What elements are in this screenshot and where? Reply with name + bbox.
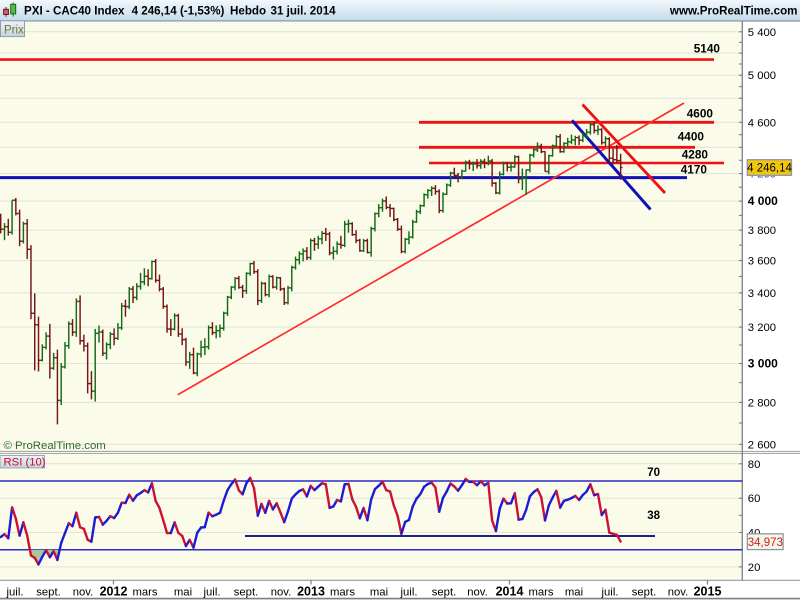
svg-text:PXI - CAC40 Index: PXI - CAC40 Index xyxy=(24,4,125,17)
svg-text:60: 60 xyxy=(748,493,761,505)
svg-text:5 400: 5 400 xyxy=(748,27,776,39)
svg-text:© ProRealTime.com: © ProRealTime.com xyxy=(4,440,106,452)
svg-text:nov.: nov. xyxy=(271,587,292,599)
svg-text:nov.: nov. xyxy=(467,587,488,599)
svg-text:3 400: 3 400 xyxy=(748,288,776,300)
svg-text:mars: mars xyxy=(132,587,157,599)
svg-text:3 000: 3 000 xyxy=(748,357,778,371)
svg-text:mai: mai xyxy=(174,587,192,599)
svg-text:sept.: sept. xyxy=(432,587,457,599)
svg-text:juil.: juil. xyxy=(203,587,221,599)
svg-text:mai: mai xyxy=(370,587,388,599)
svg-text:4600: 4600 xyxy=(687,107,714,121)
svg-text:3 200: 3 200 xyxy=(748,322,776,334)
svg-text:4 246,14: 4 246,14 xyxy=(747,163,792,175)
svg-text:sept.: sept. xyxy=(36,587,61,599)
svg-text:4 000: 4 000 xyxy=(748,194,778,208)
svg-text:juil.: juil. xyxy=(601,587,619,599)
svg-text:34,973: 34,973 xyxy=(748,537,783,549)
svg-text:3 600: 3 600 xyxy=(748,256,776,268)
svg-text:70: 70 xyxy=(647,467,660,479)
svg-text:80: 80 xyxy=(748,459,761,471)
svg-text:3 800: 3 800 xyxy=(748,225,776,237)
svg-text:20: 20 xyxy=(748,562,761,574)
svg-text:31 juil. 2014: 31 juil. 2014 xyxy=(271,4,337,17)
svg-text:5 000: 5 000 xyxy=(748,70,776,82)
svg-text:2014: 2014 xyxy=(496,585,524,599)
svg-text:4170: 4170 xyxy=(681,163,708,177)
svg-text:www.ProRealTime.com: www.ProRealTime.com xyxy=(669,4,798,17)
svg-text:sept.: sept. xyxy=(234,587,259,599)
svg-text:2 600: 2 600 xyxy=(748,439,776,451)
svg-text:2012: 2012 xyxy=(100,585,128,599)
svg-text:4 600: 4 600 xyxy=(748,117,776,129)
svg-text:nov.: nov. xyxy=(668,587,689,599)
svg-text:4280: 4280 xyxy=(682,148,709,162)
svg-text:2015: 2015 xyxy=(694,585,722,599)
svg-text:RSI (10): RSI (10) xyxy=(4,457,46,469)
svg-text:mars: mars xyxy=(528,587,553,599)
svg-text:Prix: Prix xyxy=(4,25,24,37)
svg-text:4400: 4400 xyxy=(678,130,705,144)
svg-text:juil.: juil. xyxy=(400,587,418,599)
svg-text:juil.: juil. xyxy=(6,587,24,599)
svg-text:2013: 2013 xyxy=(297,585,325,599)
svg-text:sept.: sept. xyxy=(632,587,657,599)
svg-text:nov.: nov. xyxy=(73,587,94,599)
svg-text:Hebdo: Hebdo xyxy=(230,4,266,17)
svg-text:mai: mai xyxy=(565,587,583,599)
svg-text:4 246,14 (-1,53%): 4 246,14 (-1,53%) xyxy=(132,4,225,17)
svg-text:38: 38 xyxy=(647,510,660,522)
svg-text:5140: 5140 xyxy=(694,42,721,56)
svg-text:mars: mars xyxy=(330,587,355,599)
svg-text:2 800: 2 800 xyxy=(748,397,776,409)
